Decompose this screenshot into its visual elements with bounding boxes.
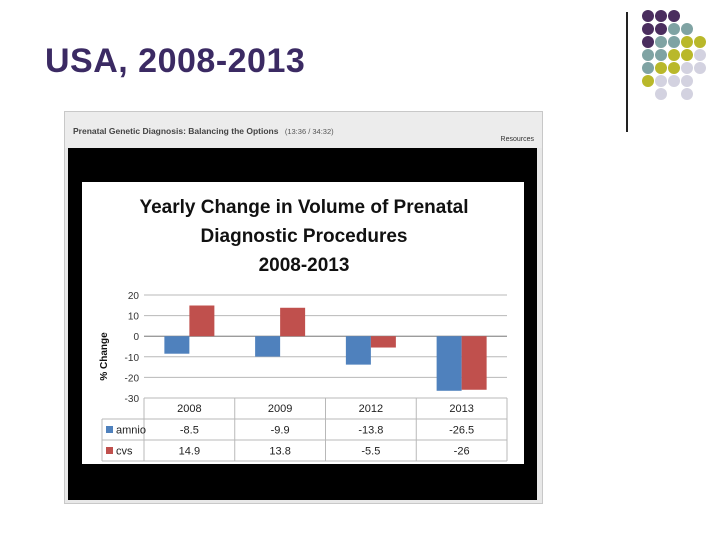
decorative-dot bbox=[694, 36, 706, 48]
bar-amnio-2012 bbox=[345, 336, 371, 365]
y-tick-label: 0 bbox=[133, 332, 139, 343]
table-value: 13.8 bbox=[269, 446, 290, 458]
chart-title-line: Yearly Change in Volume of Prenatal bbox=[139, 197, 468, 218]
decorative-dot bbox=[642, 23, 654, 35]
decorative-dot bbox=[642, 10, 654, 22]
table-value: -9.9 bbox=[271, 425, 290, 437]
bar-cvs-2009 bbox=[280, 307, 306, 337]
y-axis-label: % Change bbox=[99, 332, 110, 381]
decorative-dot bbox=[668, 23, 680, 35]
decorative-dot bbox=[681, 75, 693, 87]
decorative-dot bbox=[681, 23, 693, 35]
x-category-label: 2008 bbox=[177, 403, 201, 415]
decorative-dot bbox=[655, 36, 667, 48]
decorative-dot bbox=[655, 23, 667, 35]
player-time: (13:36 / 34:32) bbox=[284, 127, 334, 136]
y-tick-label: -30 bbox=[125, 394, 140, 405]
decorative-dot bbox=[655, 10, 667, 22]
chart-panel: Yearly Change in Volume of Prenatal Diagn… bbox=[82, 182, 524, 464]
decorative-dot bbox=[642, 75, 654, 87]
resources-link[interactable]: Resources bbox=[500, 136, 534, 143]
bar-amnio-2009 bbox=[255, 336, 281, 357]
player-header: Prenatal Genetic Diagnosis: Balancing th… bbox=[65, 112, 542, 148]
decorative-dot-grid bbox=[636, 10, 720, 120]
table-value: -5.5 bbox=[361, 446, 380, 458]
x-category-label: 2013 bbox=[449, 403, 473, 415]
decorative-dot bbox=[681, 36, 693, 48]
bar-cvs-2013 bbox=[461, 336, 487, 390]
y-tick-label: 20 bbox=[128, 291, 140, 302]
video-player: Prenatal Genetic Diagnosis: Balancing th… bbox=[64, 111, 543, 504]
decorative-dot bbox=[668, 36, 680, 48]
legend-swatch-cvs bbox=[106, 447, 113, 454]
table-value: -8.5 bbox=[180, 425, 199, 437]
decorative-dot bbox=[668, 49, 680, 61]
chart-title-line: Diagnostic Procedures bbox=[201, 226, 408, 247]
decorative-dot bbox=[655, 88, 667, 100]
decorative-dot bbox=[655, 75, 667, 87]
decorative-dot bbox=[668, 75, 680, 87]
player-title-text: Prenatal Genetic Diagnosis: Balancing th… bbox=[73, 126, 279, 136]
table-value: 14.9 bbox=[179, 446, 200, 458]
y-tick-label: 10 bbox=[128, 312, 140, 323]
decorative-dot bbox=[642, 62, 654, 74]
decorative-dot bbox=[655, 62, 667, 74]
y-tick-label: -10 bbox=[125, 353, 140, 364]
bar-amnio-2013 bbox=[436, 336, 462, 391]
decorative-dot bbox=[668, 10, 680, 22]
table-value: -26.5 bbox=[449, 425, 474, 437]
table-value: -26 bbox=[454, 446, 470, 458]
decorative-dot bbox=[681, 88, 693, 100]
decorative-dot bbox=[681, 49, 693, 61]
bar-cvs-2012 bbox=[370, 336, 396, 348]
legend-label-cvs: cvs bbox=[116, 446, 133, 458]
decorative-dot bbox=[694, 49, 706, 61]
legend-swatch-amnio bbox=[106, 426, 113, 433]
player-title: Prenatal Genetic Diagnosis: Balancing th… bbox=[73, 126, 334, 136]
legend-label-amnio: amnio bbox=[116, 425, 146, 437]
table-value: -13.8 bbox=[358, 425, 383, 437]
vertical-divider bbox=[626, 12, 628, 132]
slide-title: USA, 2008-2013 bbox=[45, 42, 306, 80]
y-tick-label: -20 bbox=[125, 373, 140, 384]
x-category-label: 2012 bbox=[359, 403, 383, 415]
bar-cvs-2008 bbox=[189, 305, 215, 337]
chart-title-line: 2008-2013 bbox=[259, 255, 350, 276]
decorative-dot bbox=[668, 62, 680, 74]
decorative-dot bbox=[694, 62, 706, 74]
x-category-label: 2009 bbox=[268, 403, 292, 415]
bar-chart: Yearly Change in Volume of Prenatal Diagn… bbox=[99, 197, 508, 462]
bar-amnio-2008 bbox=[164, 336, 190, 354]
decorative-dot bbox=[655, 49, 667, 61]
decorative-dot bbox=[642, 36, 654, 48]
decorative-dot bbox=[681, 62, 693, 74]
decorative-dot bbox=[642, 49, 654, 61]
video-screen[interactable]: Yearly Change in Volume of Prenatal Diagn… bbox=[68, 148, 537, 500]
